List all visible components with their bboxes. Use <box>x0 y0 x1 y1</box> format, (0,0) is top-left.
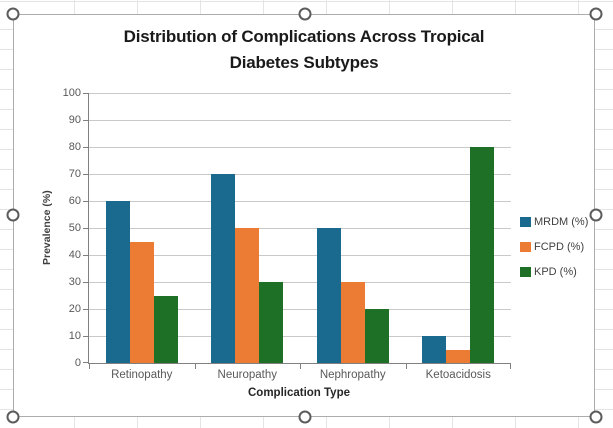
bar-mrdm-ketoacidosis[interactable] <box>422 336 447 363</box>
y-axis-tick-100 <box>83 93 89 94</box>
legend-item-mrdm[interactable]: MRDM (%) <box>520 214 596 230</box>
bar-mrdm-nephropathy[interactable] <box>316 228 341 363</box>
y-axis-tick-40 <box>83 255 89 256</box>
chart-title-line-2: Diabetes Subtypes <box>229 53 379 72</box>
chart-title[interactable]: Distribution of Complications Across Tro… <box>14 24 594 76</box>
bar-kpd-ketoacidosis[interactable] <box>470 147 495 363</box>
bar-fcpd-retinopathy[interactable] <box>129 241 154 363</box>
bar-fcpd-neuropathy[interactable] <box>235 228 260 363</box>
y-axis-label-30: 30 <box>68 276 81 288</box>
chart-object[interactable]: Distribution of Complications Across Tro… <box>13 14 595 417</box>
gridline-y-40 <box>89 255 511 256</box>
x-category-label-neuropathy: Neuropathy <box>217 369 277 381</box>
gridline-y-50 <box>89 228 511 229</box>
gridline-y-80 <box>89 147 511 148</box>
legend-item-fcpd[interactable]: FCPD (%) <box>520 239 596 255</box>
selection-handle-bottom-right[interactable] <box>589 410 603 424</box>
y-axis-label-50: 50 <box>68 222 81 234</box>
y-axis-label-80: 80 <box>68 141 81 153</box>
x-axis-tick-0 <box>89 363 90 369</box>
legend-label-mrdm: MRDM (%) <box>534 216 589 228</box>
x-axis-tick-1 <box>194 363 196 369</box>
legend-label-fcpd: FCPD (%) <box>534 241 585 253</box>
bar-kpd-nephropathy[interactable] <box>364 309 389 363</box>
bar-kpd-neuropathy[interactable] <box>259 282 284 363</box>
bar-group-nephropathy <box>316 228 389 363</box>
selection-handle-top-right[interactable] <box>589 7 603 21</box>
selection-handle-bottom-left[interactable] <box>6 410 20 424</box>
x-axis-title: Complication Type <box>247 387 351 399</box>
y-axis-tick-30 <box>83 282 89 283</box>
y-axis-label-60: 60 <box>68 195 81 207</box>
legend-swatch-mrdm <box>520 217 531 227</box>
bar-kpd-retinopathy[interactable] <box>153 295 178 363</box>
selection-handle-left-middle[interactable] <box>6 208 20 222</box>
y-axis-label-10: 10 <box>68 330 81 342</box>
y-axis-tick-0 <box>83 362 89 363</box>
x-category-label-retinopathy: Retinopathy <box>111 369 173 381</box>
gridline-y-20 <box>89 309 511 310</box>
y-axis-tick-10 <box>83 336 89 337</box>
gridline-y-60 <box>89 201 511 202</box>
chart-title-line-1: Distribution of Complications Across Tro… <box>123 27 485 46</box>
y-axis-tick-80 <box>83 147 89 148</box>
y-axis-label-70: 70 <box>68 168 81 180</box>
bar-fcpd-nephropathy[interactable] <box>340 282 365 363</box>
plot-area[interactable]: 0 10 20 30 40 50 60 70 80 90 100 Retinopathy Neuropa… <box>63 87 511 381</box>
legend-swatch-kpd <box>520 267 531 277</box>
gridline-y-70 <box>89 174 511 175</box>
y-axis-label-20: 20 <box>68 303 81 315</box>
y-axis-tick-60 <box>83 201 89 202</box>
y-axis-label-100: 100 <box>62 87 81 99</box>
bar-group-ketoacidosis <box>422 147 495 363</box>
selection-handle-bottom-center[interactable] <box>298 410 312 424</box>
y-axis-tick-50 <box>83 228 89 229</box>
y-axis-tick-70 <box>83 174 89 175</box>
x-axis-tick-4 <box>510 363 511 369</box>
legend-swatch-fcpd <box>520 242 531 252</box>
selection-handle-right-middle[interactable] <box>589 208 603 222</box>
gridline-y-100 <box>89 93 511 94</box>
bar-mrdm-retinopathy[interactable] <box>105 201 130 363</box>
bar-mrdm-neuropathy[interactable] <box>211 174 236 363</box>
x-axis-tick-3 <box>405 363 407 369</box>
y-axis-tick-20 <box>83 309 89 310</box>
y-axis-label-0: 0 <box>74 357 81 369</box>
y-axis-label-90: 90 <box>68 114 81 126</box>
bar-fcpd-ketoacidosis[interactable] <box>446 349 471 363</box>
gridline-y-90 <box>89 120 511 121</box>
x-axis-tick-2 <box>300 363 301 369</box>
selection-handle-top-left[interactable] <box>6 7 20 21</box>
y-axis-tick-90 <box>83 120 89 121</box>
x-category-label-nephropathy: Nephropathy <box>319 369 386 381</box>
y-axis-label-40: 40 <box>68 249 81 261</box>
gridline-y-10 <box>89 336 511 337</box>
legend-label-kpd: KPD (%) <box>534 266 577 278</box>
x-category-label-ketoacidosis: Ketoacidosis <box>425 369 491 381</box>
gridline-y-30 <box>89 282 511 283</box>
legend[interactable]: MRDM (%) FCPD (%) KPD (%) <box>520 214 596 289</box>
bar-group-neuropathy <box>211 174 284 363</box>
selection-handle-top-center[interactable] <box>298 7 312 21</box>
bar-group-retinopathy <box>105 201 178 363</box>
legend-item-kpd[interactable]: KPD (%) <box>520 264 596 280</box>
